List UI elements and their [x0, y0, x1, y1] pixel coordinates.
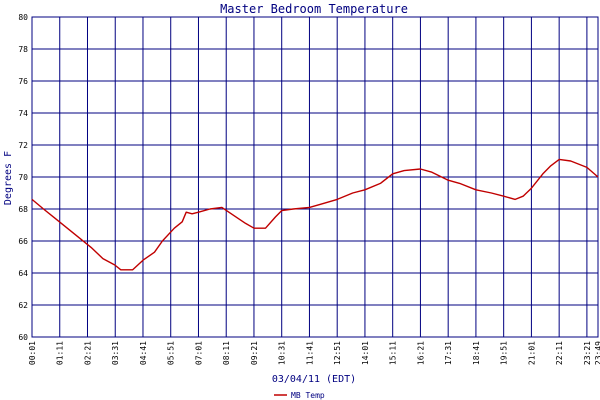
- y-tick-label: 80: [18, 13, 28, 22]
- grid-layer: [31, 16, 599, 338]
- x-tick-label: 22:11: [555, 341, 564, 365]
- x-tick-label: 23:49: [594, 341, 600, 365]
- series-line: [31, 158, 599, 271]
- x-tick-label: 08:11: [222, 341, 231, 365]
- x-tick-label: 15:11: [389, 341, 398, 365]
- x-tick-label: 21:01: [527, 341, 536, 365]
- x-tick-label: 23:21: [583, 341, 592, 365]
- series-layer: [31, 158, 599, 271]
- x-tick-label: 02:21: [83, 341, 92, 365]
- legend-label: MB Temp: [291, 391, 325, 400]
- y-tick-label: 60: [18, 333, 28, 342]
- y-axis-label: Degrees F: [3, 151, 14, 205]
- y-tick-label: 68: [18, 205, 28, 214]
- x-tick-label: 09:21: [250, 341, 259, 365]
- x-axis-ticks: 00:01 01:11 02:21 03:31 04:41 05:51 07:01 08:11…: [28, 341, 600, 365]
- x-tick-label: 04:41: [139, 341, 148, 365]
- x-tick-label: 11:41: [305, 341, 314, 365]
- y-tick-label: 74: [18, 109, 28, 118]
- chart-title: Master Bedroom Temperature: [220, 2, 408, 16]
- x-tick-label: 10:31: [278, 341, 287, 365]
- y-tick-label: 66: [18, 237, 28, 246]
- x-tick-label: 03:31: [111, 341, 120, 365]
- x-tick-label: 19:51: [500, 341, 509, 365]
- y-tick-label: 70: [18, 173, 28, 182]
- x-axis-label: 03/04/11 (EDT): [272, 374, 356, 385]
- y-axis-ticks: 60 62 64 66 68 70 72 74 76 78 80: [18, 13, 28, 342]
- x-tick-label: 00:01: [28, 341, 37, 365]
- x-tick-label: 18:41: [472, 341, 481, 365]
- x-tick-label: 05:51: [167, 341, 176, 365]
- x-tick-label: 14:01: [361, 341, 370, 365]
- legend: MB Temp: [274, 391, 325, 400]
- x-tick-label: 17:31: [444, 341, 453, 365]
- y-tick-label: 78: [18, 45, 28, 54]
- y-tick-label: 62: [18, 301, 28, 310]
- y-tick-label: 76: [18, 77, 28, 86]
- y-tick-label: 64: [18, 269, 28, 278]
- y-tick-label: 72: [18, 141, 28, 150]
- x-tick-label: 01:11: [56, 341, 65, 365]
- x-tick-label: 16:21: [416, 341, 425, 365]
- x-tick-label: 12:51: [333, 341, 342, 365]
- x-tick-label: 07:01: [194, 341, 203, 365]
